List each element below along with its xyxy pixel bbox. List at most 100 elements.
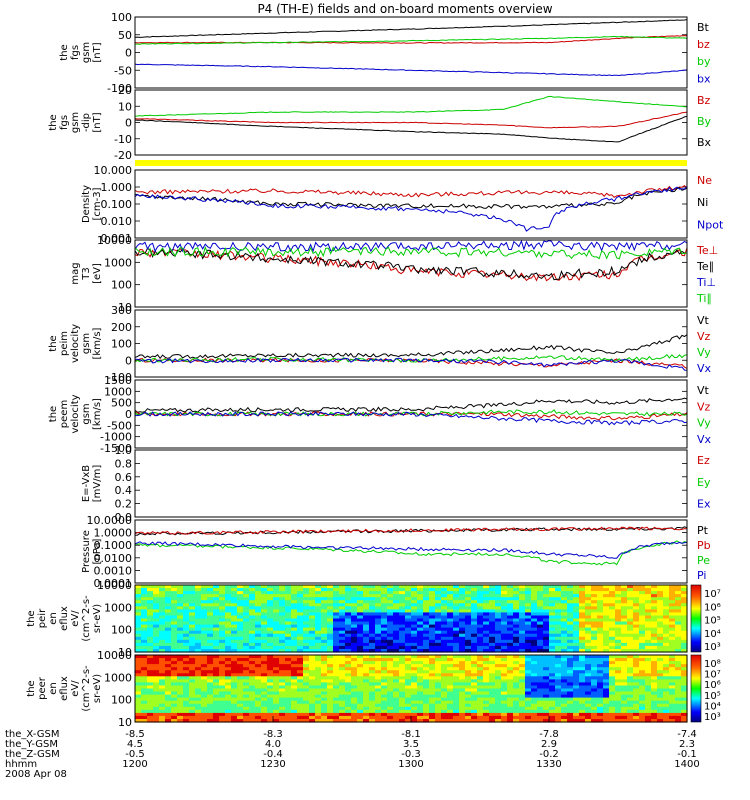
y-axis-label: fgs [59, 115, 70, 130]
spectrogram-cell [393, 645, 400, 650]
spectrogram-cell [669, 694, 676, 699]
spectrogram-cell [555, 639, 562, 644]
spectrogram-cell [261, 615, 268, 620]
spectrogram-cell [567, 712, 574, 717]
spectrogram-cell [603, 661, 610, 665]
spectrogram-cell [441, 658, 448, 662]
spectrogram-cell [297, 661, 304, 665]
spectrogram-cell [189, 649, 196, 653]
spectrogram-cell [375, 679, 382, 683]
spectrogram-cell [579, 624, 586, 629]
spectrogram-cell [183, 658, 190, 662]
y-tick-label: 300 [111, 304, 132, 317]
spectrogram-cell [309, 712, 316, 717]
spectrogram-cell [681, 697, 688, 702]
spectrogram-cell [597, 658, 604, 662]
spectrogram-cell [153, 600, 160, 604]
spectrogram-cell [573, 594, 580, 598]
spectrogram-cell [453, 700, 460, 705]
spectrogram-cell [561, 685, 568, 690]
spectrogram-cell [141, 627, 148, 632]
spectrogram-cell [609, 585, 616, 589]
spectrogram-cell [435, 664, 442, 668]
spectrogram-cell [495, 670, 502, 674]
spectrogram-cell [639, 600, 646, 604]
spectrogram-cell [249, 679, 256, 683]
spectrogram-cell [639, 703, 646, 708]
spectrogram-cell [447, 703, 454, 708]
spectrogram-cell [165, 658, 172, 662]
spectrogram-cell [447, 618, 454, 623]
spectrogram-cell [219, 691, 226, 696]
spectrogram-cell [531, 621, 538, 626]
spectrogram-cell [327, 600, 334, 604]
spectrogram-cell [261, 649, 268, 653]
spectrogram-cell [291, 706, 298, 711]
spectrogram-cell [237, 594, 244, 598]
spectrogram-cell [345, 639, 352, 644]
spectrogram-cell [297, 591, 304, 595]
spectrogram-cell [309, 688, 316, 693]
spectrogram-cell [573, 615, 580, 620]
spectrogram-cell [447, 691, 454, 696]
spectrogram-cell [351, 667, 358, 671]
spectrogram-cell [411, 673, 418, 677]
spectrogram-cell [597, 661, 604, 665]
spectrogram-cell [561, 706, 568, 711]
spectrogram-cell [489, 703, 496, 708]
spectrogram-cell [165, 612, 172, 616]
spectrogram-cell [597, 682, 604, 686]
spectrogram-cell [243, 670, 250, 674]
spectrogram-cell [135, 585, 142, 589]
spectrogram-cell [303, 673, 310, 677]
spectrogram-cell [207, 612, 214, 616]
spectrogram-cell [207, 685, 214, 690]
spectrogram-cell [219, 645, 226, 650]
spectrogram-cell [429, 682, 436, 686]
spectrogram-cell [357, 664, 364, 668]
spectrogram-cell [351, 676, 358, 680]
spectrogram-cell [501, 585, 508, 589]
spectrogram-cell [537, 606, 544, 610]
spectrogram-cell [663, 642, 670, 647]
spectrogram-cell [345, 688, 352, 693]
spectrogram-cell [543, 591, 550, 595]
legend-entry: by [697, 55, 711, 68]
spectrogram-cell [357, 667, 364, 671]
spectrogram-cell [393, 667, 400, 671]
spectrogram-cell [441, 700, 448, 705]
spectrogram-cell [627, 615, 634, 620]
spectrogram-cell [417, 673, 424, 677]
spectrogram-cell [597, 712, 604, 717]
spectrogram-cell [243, 645, 250, 650]
spectrogram-cell [657, 649, 664, 653]
spectrogram-cell [285, 618, 292, 623]
spectrogram-cell [201, 706, 208, 711]
spectrogram-cell [339, 621, 346, 626]
spectrogram-cell [633, 594, 640, 598]
spectrogram-cell [213, 618, 220, 623]
spectrogram-cell [657, 673, 664, 677]
spectrogram-cell [363, 694, 370, 699]
spectrogram-cell [399, 703, 406, 708]
spectrogram-cell [243, 591, 250, 595]
spectrogram-cell [519, 712, 526, 717]
spectrogram-cell [627, 621, 634, 626]
spectrogram-cell [591, 649, 598, 653]
spectrogram-cell [585, 585, 592, 589]
spectrogram-cell [681, 679, 688, 683]
spectrogram-cell [441, 636, 448, 641]
spectrogram-cell [627, 697, 634, 702]
spectrogram-cell [495, 658, 502, 662]
spectrogram-cell [339, 603, 346, 607]
spectrogram-cell [267, 697, 274, 702]
spectrogram-cell [333, 676, 340, 680]
spectrogram-cell [231, 606, 238, 610]
spectrogram-cell [561, 606, 568, 610]
spectrogram-cell [555, 633, 562, 638]
spectrogram-cell [351, 612, 358, 616]
spectrogram-cell [171, 594, 178, 598]
spectrogram-cell [561, 630, 568, 635]
spectrogram-cell [651, 585, 658, 589]
